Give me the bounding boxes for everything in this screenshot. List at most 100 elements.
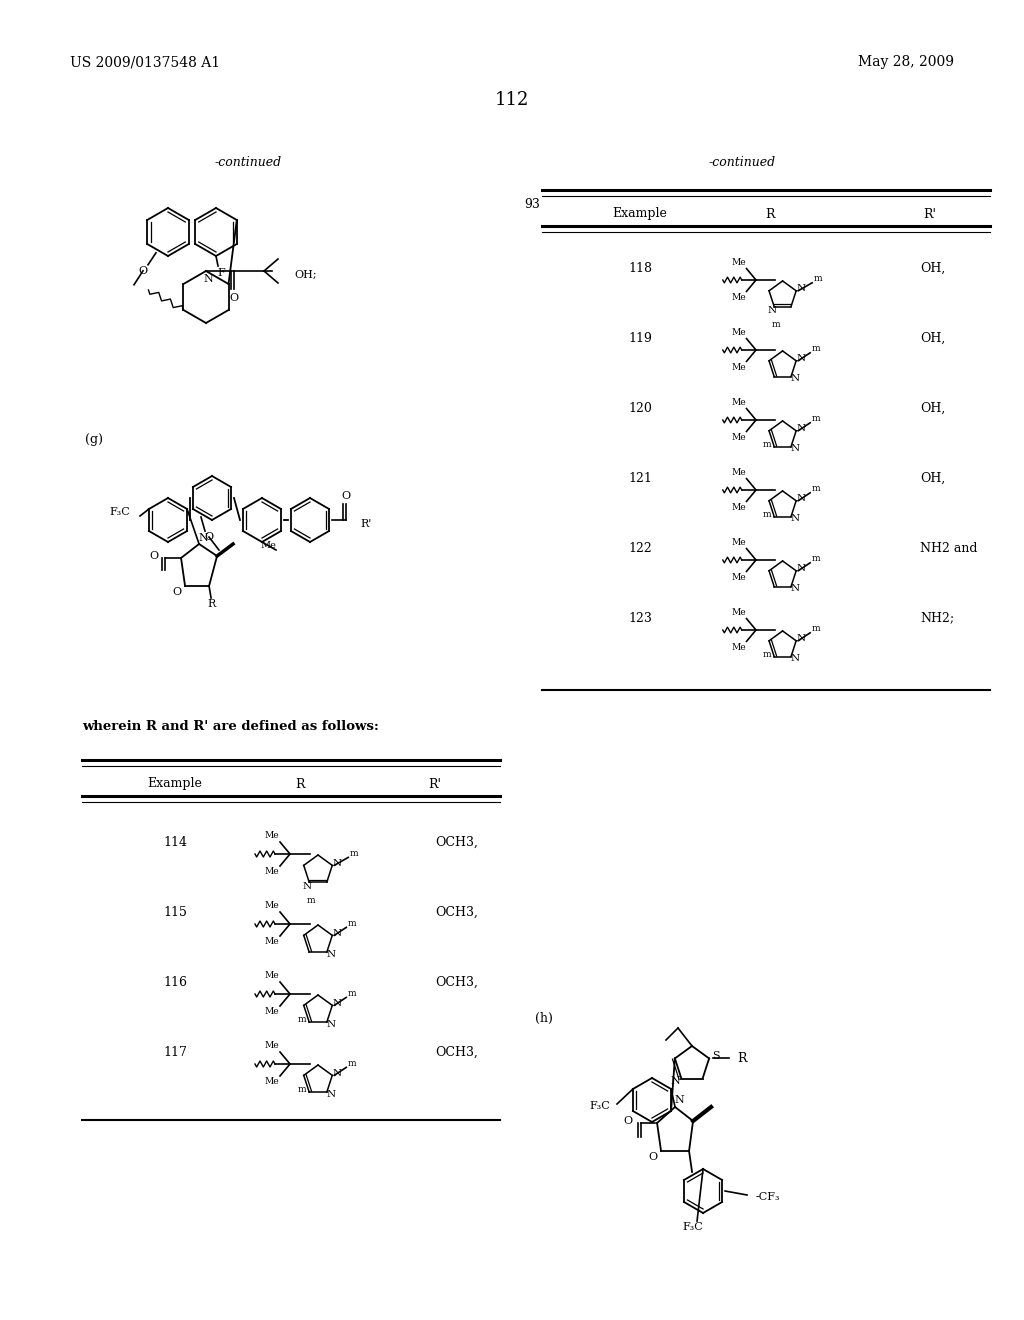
Text: R': R' [428, 777, 441, 791]
Text: Me: Me [264, 867, 280, 876]
Text: m: m [814, 275, 822, 284]
Text: NH2;: NH2; [920, 611, 954, 624]
Text: N: N [791, 375, 800, 383]
Text: wherein R and R' are defined as follows:: wherein R and R' are defined as follows: [82, 719, 379, 733]
Text: m: m [763, 441, 771, 449]
Text: N: N [797, 424, 806, 433]
Text: O: O [172, 587, 181, 597]
Text: N: N [797, 494, 806, 503]
Text: US 2009/0137548 A1: US 2009/0137548 A1 [70, 55, 220, 69]
Text: Example: Example [612, 207, 668, 220]
Text: N: N [203, 275, 213, 284]
Text: m: m [348, 1059, 356, 1068]
Text: Me: Me [260, 541, 275, 550]
Text: May 28, 2009: May 28, 2009 [858, 55, 954, 69]
Text: Me: Me [731, 433, 746, 442]
Text: O: O [205, 532, 214, 543]
Text: OH;: OH; [294, 271, 316, 280]
Text: N: N [797, 564, 806, 573]
Text: N: N [199, 533, 208, 543]
Text: OH,: OH, [920, 331, 945, 345]
Text: Me: Me [731, 293, 746, 301]
Text: N: N [791, 445, 800, 453]
Text: N: N [797, 284, 806, 293]
Text: N: N [671, 1076, 680, 1085]
Text: NH2 and: NH2 and [920, 541, 978, 554]
Text: N: N [327, 949, 336, 958]
Text: O: O [341, 491, 350, 502]
Text: N: N [768, 306, 777, 315]
Text: 112: 112 [495, 91, 529, 110]
Text: m: m [348, 989, 356, 998]
Text: N: N [791, 655, 800, 663]
Text: O: O [648, 1152, 657, 1162]
Text: OH,: OH, [920, 471, 945, 484]
Text: F₃C: F₃C [683, 1222, 703, 1232]
Text: 116: 116 [163, 975, 187, 989]
Text: m: m [772, 321, 780, 329]
Text: Me: Me [731, 503, 746, 512]
Text: N: N [674, 1096, 684, 1105]
Text: O: O [148, 550, 158, 561]
Text: O: O [138, 265, 147, 276]
Text: m: m [350, 849, 358, 858]
Text: N: N [327, 1089, 336, 1098]
Text: R: R [765, 207, 775, 220]
Text: Me: Me [731, 329, 746, 338]
Text: OCH3,: OCH3, [435, 906, 478, 919]
Text: Me: Me [264, 972, 280, 981]
Text: m: m [812, 484, 820, 494]
Text: (g): (g) [85, 433, 103, 446]
Text: OH,: OH, [920, 401, 945, 414]
Text: O: O [623, 1115, 632, 1126]
Text: 117: 117 [163, 1045, 187, 1059]
Text: Me: Me [264, 832, 280, 841]
Text: (h): (h) [535, 1011, 553, 1024]
Text: 93: 93 [524, 198, 540, 211]
Text: 121: 121 [628, 471, 652, 484]
Text: R': R' [360, 519, 372, 529]
Text: -continued: -continued [709, 156, 775, 169]
Text: -CF₃: -CF₃ [755, 1192, 779, 1203]
Text: 122: 122 [628, 541, 652, 554]
Text: Me: Me [731, 399, 746, 408]
Text: Me: Me [731, 469, 746, 478]
Text: OCH3,: OCH3, [435, 1045, 478, 1059]
Text: N: N [791, 515, 800, 523]
Text: Me: Me [731, 259, 746, 268]
Text: OH,: OH, [920, 261, 945, 275]
Text: F₃C: F₃C [589, 1101, 610, 1111]
Text: F: F [217, 268, 225, 279]
Text: 115: 115 [163, 906, 187, 919]
Text: R: R [295, 777, 305, 791]
Text: N: N [333, 1069, 342, 1078]
Text: S: S [713, 1052, 720, 1061]
Text: m: m [763, 651, 771, 659]
Text: Me: Me [264, 1077, 280, 1086]
Text: m: m [812, 624, 820, 634]
Text: F₃C: F₃C [110, 507, 130, 517]
Text: N: N [797, 354, 806, 363]
Text: R: R [207, 599, 215, 609]
Text: 123: 123 [628, 611, 652, 624]
Text: Me: Me [731, 643, 746, 652]
Text: m: m [348, 919, 356, 928]
Text: Me: Me [731, 573, 746, 582]
Text: O: O [229, 293, 239, 304]
Text: OCH3,: OCH3, [435, 836, 478, 849]
Text: OCH3,: OCH3, [435, 975, 478, 989]
Text: R: R [737, 1052, 746, 1065]
Text: m: m [297, 1015, 306, 1024]
Text: Example: Example [147, 777, 203, 791]
Text: Me: Me [264, 1041, 280, 1051]
Text: m: m [297, 1085, 306, 1094]
Text: Me: Me [731, 363, 746, 372]
Text: R': R' [924, 207, 937, 220]
Text: m: m [812, 554, 820, 564]
Text: Me: Me [264, 1007, 280, 1016]
Text: N: N [333, 859, 342, 867]
Text: 119: 119 [628, 331, 652, 345]
Text: -continued: -continued [214, 156, 282, 169]
Text: 118: 118 [628, 261, 652, 275]
Text: Me: Me [264, 937, 280, 946]
